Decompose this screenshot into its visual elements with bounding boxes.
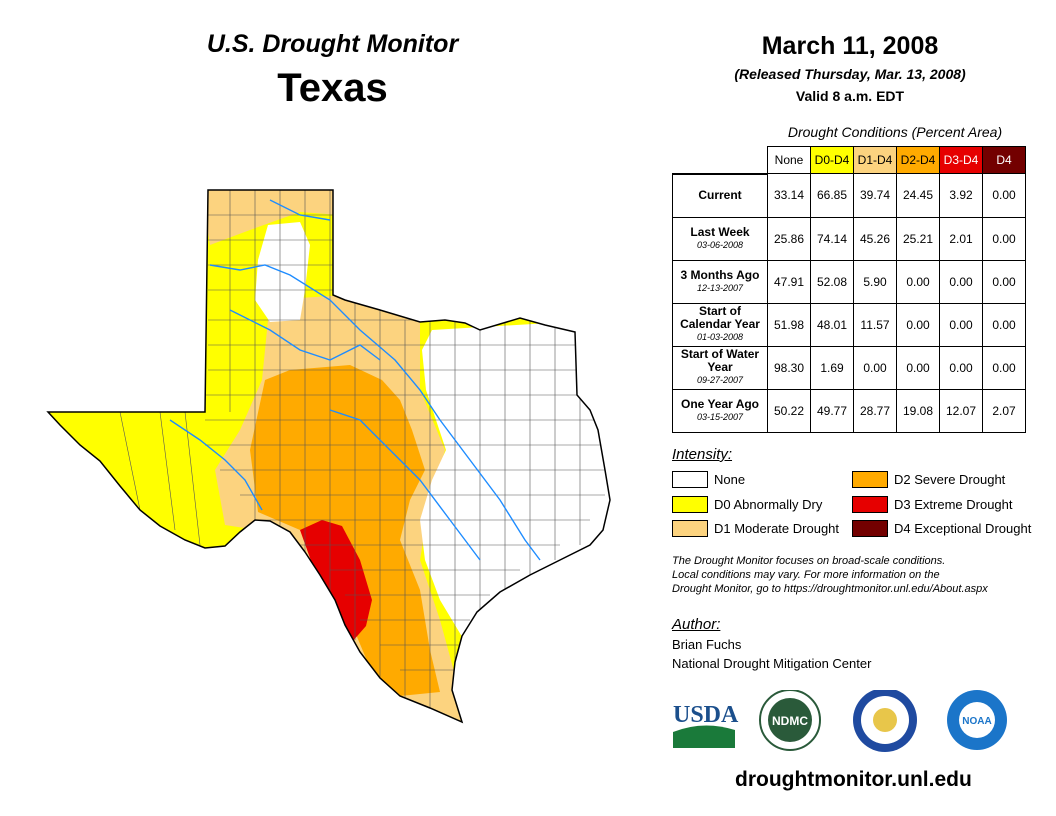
table-cell: 0.00: [982, 173, 1026, 218]
table-cell: 28.77: [853, 388, 897, 433]
table-cell: 74.14: [810, 216, 854, 261]
ndmc-logo: NDMC: [759, 690, 821, 751]
table-cell: 3.92: [939, 173, 983, 218]
table-cell: 51.98: [767, 302, 811, 347]
table-cell: 52.08: [810, 259, 854, 304]
table-cell: 0.00: [982, 345, 1026, 390]
table-cell: 39.74: [853, 173, 897, 218]
table-cell: 66.85: [810, 173, 854, 218]
table-cell: 47.91: [767, 259, 811, 304]
table-cell: 0.00: [982, 302, 1026, 347]
website-link[interactable]: droughtmonitor.unl.edu: [735, 768, 972, 791]
disclaimer-note: The Drought Monitor focuses on broad-sca…: [672, 555, 988, 595]
row-label: Start of Calendar Year 01-03-2008: [672, 302, 768, 347]
author-org: National Drought Mitigation Center: [672, 656, 872, 671]
legend-title: Intensity:: [672, 446, 733, 463]
table-cell: 11.57: [853, 302, 897, 347]
map-date: March 11, 2008: [761, 32, 939, 60]
table-caption: Drought Conditions (Percent Area): [787, 124, 1003, 140]
col-d3-d4: D3-D4: [939, 146, 983, 174]
table-cell: 19.08: [896, 388, 940, 433]
row-label: Start of Water Year 09-27-2007: [672, 345, 768, 390]
table-cell: 49.77: [810, 388, 854, 433]
row-label: Current: [672, 172, 768, 218]
col-d1-d4: D1-D4: [853, 146, 897, 174]
d3-area: [300, 520, 372, 642]
table-cell: 25.21: [896, 216, 940, 261]
author-title: Author:: [672, 616, 721, 633]
legend-d2: D2 Severe Drought: [852, 471, 1005, 488]
table-cell: 0.00: [982, 216, 1026, 261]
valid-time: Valid 8 a.m. EDT: [795, 88, 905, 104]
col-none: None: [767, 146, 811, 174]
table-cell: 5.90: [853, 259, 897, 304]
table-row: 3 Months Ago 12-13-2007 47.91 52.08 5.90 0.00…: [672, 259, 1026, 304]
map-title: U.S. Drought Monitor: [206, 30, 459, 58]
row-label: One Year Ago 03-15-2007: [672, 388, 768, 433]
author-name: Brian Fuchs: [672, 637, 742, 652]
row-label: Last Week 03-06-2008: [672, 216, 768, 261]
table-cell: 0.00: [896, 345, 940, 390]
table-cell: 0.00: [939, 302, 983, 347]
drought-conditions-table: None D0-D4 D1-D4 D2-D4 D3-D4 D4 Current 3…: [672, 146, 1026, 433]
d2-area: [250, 365, 440, 696]
table-cell: 0.00: [853, 345, 897, 390]
table-cell: 0.00: [896, 259, 940, 304]
table-cell: 25.86: [767, 216, 811, 261]
svg-text:NDMC: NDMC: [772, 714, 808, 728]
table-cell: 45.26: [853, 216, 897, 261]
table-cell: 0.00: [939, 345, 983, 390]
noaa-logo: NOAA: [947, 690, 1007, 750]
col-d2-d4: D2-D4: [896, 146, 940, 174]
table-cell: 50.22: [767, 388, 811, 433]
row-label: 3 Months Ago 12-13-2007: [672, 259, 768, 304]
table-cell: 2.01: [939, 216, 983, 261]
table-cell: 48.01: [810, 302, 854, 347]
state-name: Texas: [277, 66, 388, 110]
table-cell: 33.14: [767, 173, 811, 218]
table-row: Start of Water Year 09-27-2007 98.30 1.69 0.…: [672, 345, 1026, 390]
legend-d1: D1 Moderate Drought: [672, 520, 839, 537]
usda-logo: USDA: [673, 702, 739, 748]
legend-d3: D3 Extreme Drought: [852, 496, 1013, 513]
table-cell: 0.00: [939, 259, 983, 304]
table-cell: 12.07: [939, 388, 983, 433]
legend-none: None: [672, 471, 745, 488]
agency-logos: USDA NDMC NOAA: [673, 690, 1007, 752]
table-row: Start of Calendar Year 01-03-2008 51.98 48.…: [672, 302, 1026, 347]
table-cell: 0.00: [896, 302, 940, 347]
table-row: One Year Ago 03-15-2007 50.22 49.77 28.77 19.…: [672, 388, 1026, 433]
table-cell: 0.00: [982, 259, 1026, 304]
table-cell: 98.30: [767, 345, 811, 390]
col-d4: D4: [982, 146, 1026, 174]
table-row: Current 33.14 66.85 39.74 24.45 3.92 0.00: [672, 172, 1026, 218]
commerce-seal: [853, 690, 917, 752]
svg-text:USDA: USDA: [673, 702, 739, 728]
table-row: Last Week 03-06-2008 25.86 74.14 45.26 25.21 2…: [672, 216, 1026, 261]
table-cell: 1.69: [810, 345, 854, 390]
table-cell: 2.07: [982, 388, 1026, 433]
table-cell: 24.45: [896, 173, 940, 218]
release-date: (Released Thursday, Mar. 13, 2008): [734, 66, 966, 82]
legend-d0: D0 Abnormally Dry: [672, 496, 822, 513]
legend-d4: D4 Exceptional Drought: [852, 520, 1031, 537]
svg-text:NOAA: NOAA: [962, 716, 991, 727]
texas-drought-map: [47, 189, 611, 723]
col-d0-d4: D0-D4: [810, 146, 854, 174]
